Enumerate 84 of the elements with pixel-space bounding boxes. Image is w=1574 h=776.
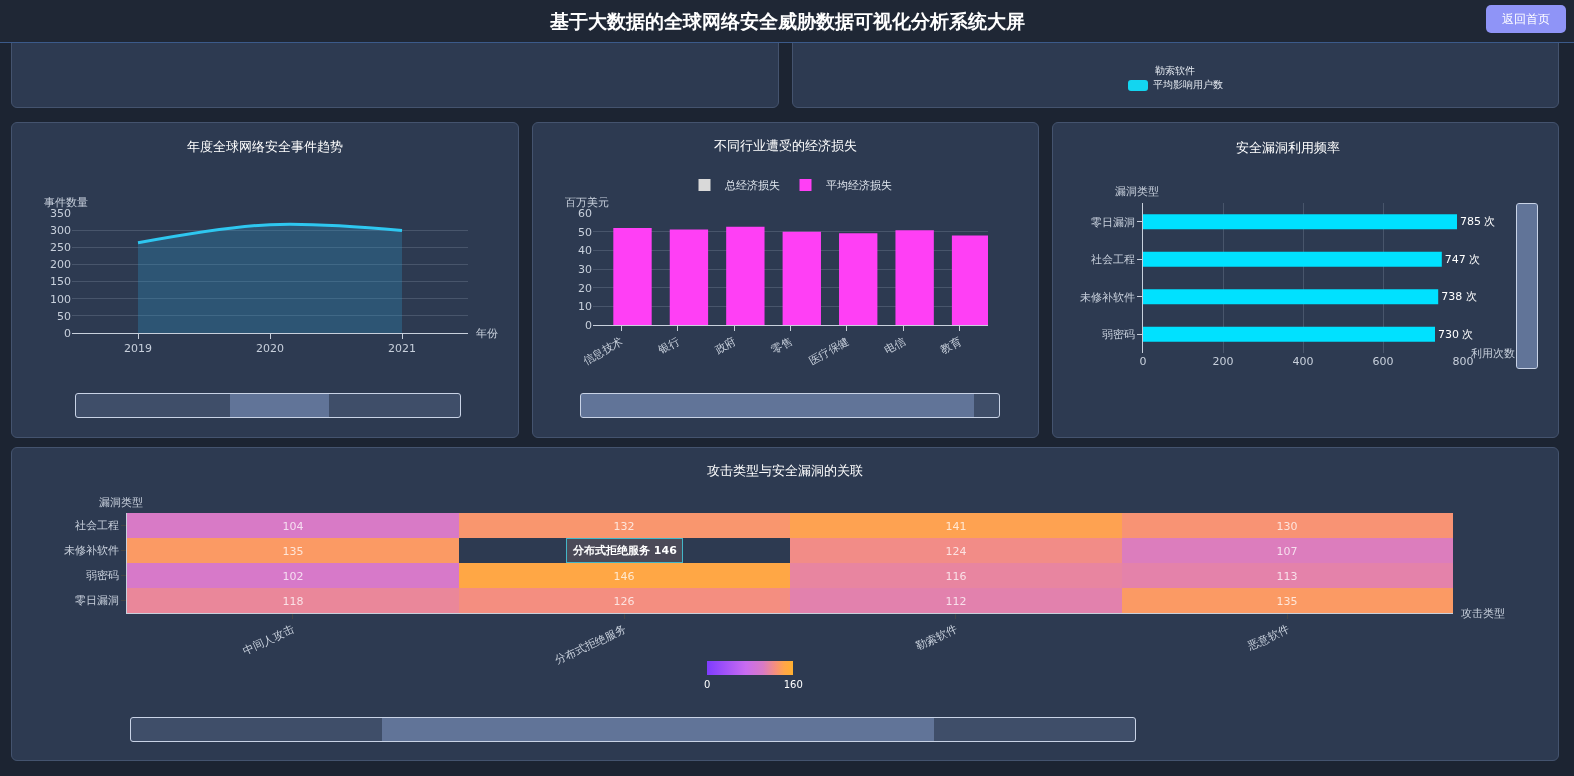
text: 返回首页 [1486, 5, 1566, 33]
y-tick-label: 社会工程 [1090, 253, 1135, 267]
chart-title: 不同行业遭受的经济损失 [714, 138, 857, 154]
data-label: 785 次 [1460, 215, 1496, 229]
x-tick-label: 政府 [712, 334, 739, 358]
data-label: 118 [282, 594, 304, 608]
y-tick-label: 20 [578, 281, 592, 295]
data-label: 132 [613, 519, 635, 533]
x-tick-label: 银行 [655, 334, 682, 358]
text: 基于大数据的全球网络安全威胁数据可视化分析系统大屏 [549, 10, 1025, 32]
data-label: 113 [1276, 569, 1298, 583]
data-label: 124 [945, 544, 967, 558]
chart-title: 年度全球网络安全事件趋势 [187, 139, 343, 154]
bar [1143, 214, 1457, 230]
legend-label: 平均影响用户数 [1153, 78, 1223, 92]
x-tick-label: 勒索软件 [913, 622, 960, 653]
text: 勒索软件 [1154, 64, 1196, 78]
data-label: 107 [1276, 544, 1298, 558]
y-tick-label: 社会工程 [74, 519, 119, 533]
data-label: 135 [282, 544, 304, 558]
data-label: 112 [945, 594, 967, 608]
data-label: 126 [613, 594, 635, 608]
y-tick-label: 零日漏洞 [74, 594, 119, 608]
legend-label: 平均经济损失 [825, 179, 892, 193]
chart-title: 攻击类型与安全漏洞的关联 [707, 463, 863, 479]
y-tick-label: 100 [50, 292, 71, 306]
x-tick-label: 200 [1212, 355, 1234, 368]
y-tick-label: 200 [50, 258, 71, 272]
y-axis-title: 漏洞类型 [1115, 185, 1159, 198]
x-tick-label: 0 [1139, 355, 1147, 368]
data-label: 102 [282, 569, 304, 583]
x-tick-label: 2021 [388, 342, 416, 356]
y-tick-label: 350 [50, 206, 71, 220]
y-axis-title: 事件数量 [44, 196, 88, 209]
x-tick-label: 医疗保健 [806, 334, 852, 369]
data-label: 146 [613, 569, 635, 583]
y-tick-label: 10 [578, 300, 592, 314]
data-label: 130 [1276, 519, 1298, 533]
y-axis-title: 百万美元 [565, 196, 609, 209]
x-tick-label: 教育 [938, 334, 965, 358]
x-tick-label: 2019 [124, 342, 152, 356]
x-axis-title: 利用次数 [1471, 347, 1515, 360]
x-tick-label: 零售 [769, 334, 795, 358]
x-tick-label: 恶意软件 [1244, 622, 1291, 654]
bar [1143, 251, 1442, 267]
data-label: 135 [1276, 594, 1298, 608]
x-tick-label: 600 [1372, 355, 1394, 368]
y-axis-title: 漏洞类型 [99, 496, 143, 509]
legend-label: 总经济损失 [723, 179, 780, 193]
x-tick-label: 800 [1452, 355, 1474, 368]
y-tick-label: 30 [578, 262, 592, 276]
data-label: 730 次 [1438, 327, 1474, 341]
x-tick-label: 400 [1292, 355, 1314, 368]
y-tick-label: 弱密码 [85, 569, 119, 583]
x-axis-title: 攻击类型 [1461, 607, 1505, 620]
y-tick-label: 未修补软件 [63, 544, 119, 558]
data-label: 747 次 [1444, 252, 1481, 266]
y-tick-label: 300 [50, 223, 71, 237]
data-label: 116 [945, 569, 967, 583]
x-tick-label: 中间人攻击 [241, 622, 297, 658]
data-label: 104 [282, 519, 304, 533]
y-tick-label: 150 [50, 275, 71, 289]
color-bar-label: 0 [704, 678, 711, 690]
bar [1143, 289, 1439, 305]
y-tick-label: 50 [57, 309, 71, 323]
x-axis-title: 年份 [476, 327, 498, 340]
chart-title: 安全漏洞利用频率 [1236, 139, 1340, 155]
y-tick-label: 零日漏洞 [1090, 215, 1135, 229]
y-tick-label: 0 [585, 318, 592, 332]
data-label: 738 次 [1441, 290, 1477, 304]
annotation: 分布式拒绝服务 146 [572, 544, 678, 557]
x-tick-label: 信息技术 [580, 334, 626, 369]
data-label: 141 [945, 519, 967, 533]
y-tick-label: 40 [578, 244, 592, 258]
x-tick-label: 分布式拒绝服务 [552, 622, 628, 667]
x-tick-label: 2020 [256, 342, 284, 356]
y-tick-label: 50 [578, 225, 592, 239]
color-bar-label: 160 [783, 678, 803, 690]
y-tick-label: 未修补软件 [1079, 290, 1135, 304]
y-tick-label: 60 [578, 206, 592, 220]
y-tick-label: 250 [50, 241, 71, 255]
bar [1143, 326, 1435, 342]
x-tick-label: 电信 [882, 334, 908, 358]
y-tick-label: 弱密码 [1101, 328, 1135, 342]
